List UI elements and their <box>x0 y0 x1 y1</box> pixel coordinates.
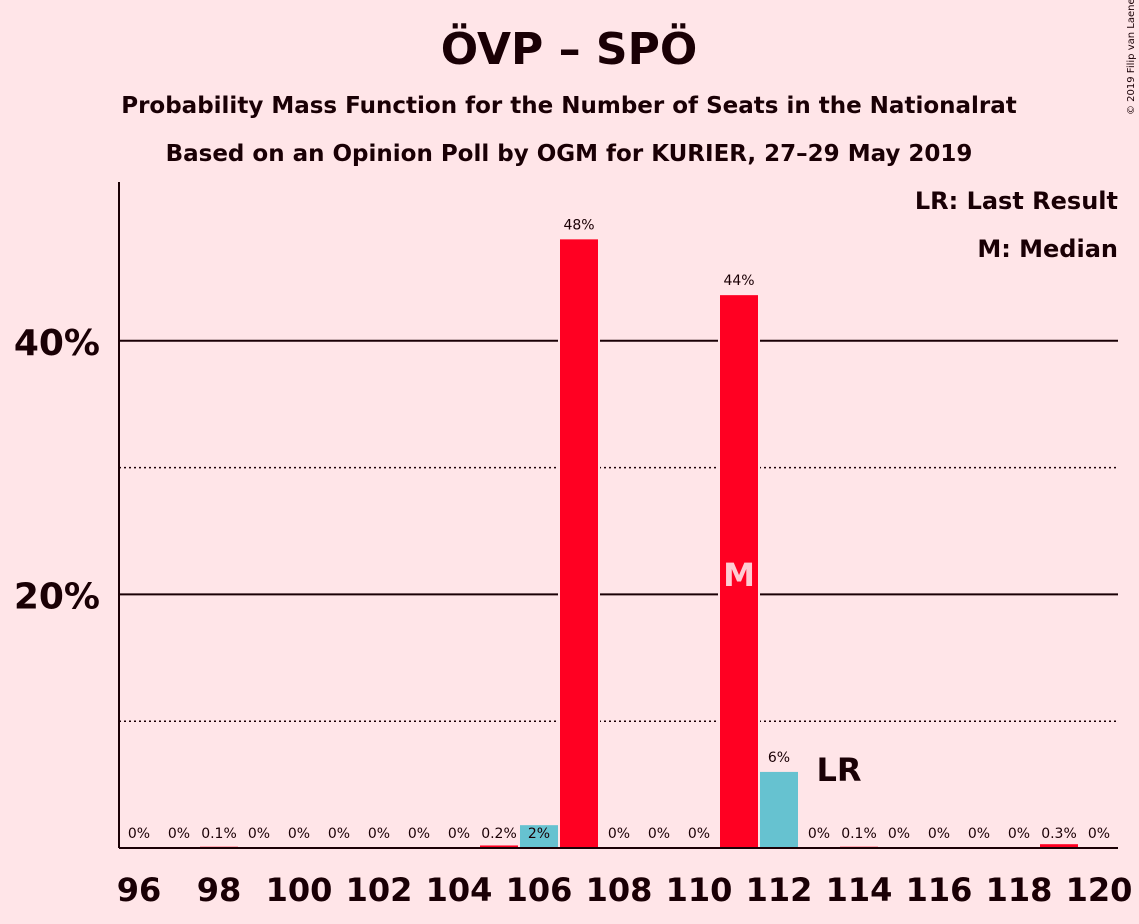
x-tick-label: 108 <box>586 871 653 909</box>
y-tick-label: 20% <box>14 576 100 617</box>
y-tick-labels: 20% 40% <box>14 323 100 618</box>
legend-median: M: Median <box>977 235 1118 263</box>
median-marker: M <box>723 556 755 594</box>
gridlines <box>119 339 1118 722</box>
bar-value-label: 6% <box>768 750 790 766</box>
bar-value-label: 0% <box>808 826 830 842</box>
bar-value-label: 0% <box>128 826 150 842</box>
bar-value-label: 0.2% <box>481 826 517 842</box>
x-tick-label: 104 <box>426 871 493 909</box>
bar-value-label: 44% <box>723 273 754 289</box>
x-tick-label: 98 <box>197 871 242 909</box>
chart-subtitle-1: Probability Mass Function for the Number… <box>121 93 1017 119</box>
bar <box>720 295 758 849</box>
x-tick-label: 118 <box>986 871 1053 909</box>
bar <box>1040 844 1078 848</box>
bar <box>520 825 558 848</box>
bar-value-label: 2% <box>528 826 550 842</box>
bar-value-label: 0% <box>368 826 390 842</box>
bar-value-label: 0% <box>608 826 630 842</box>
bar-value-label: 0% <box>888 826 910 842</box>
chart-subtitle-2: Based on an Opinion Poll by OGM for KURI… <box>166 141 973 167</box>
bar-value-label: 48% <box>563 217 594 233</box>
bar-value-label: 0% <box>1088 826 1110 842</box>
bar <box>760 771 798 848</box>
bar-value-label: 0.3% <box>1041 826 1077 842</box>
y-tick-label: 40% <box>14 323 100 364</box>
bar-value-label: 0% <box>928 826 950 842</box>
legend-last-result: LR: Last Result <box>915 187 1118 215</box>
x-tick-label: 120 <box>1066 871 1133 909</box>
last-result-marker: LR <box>816 751 861 789</box>
bar-value-label: 0% <box>288 826 310 842</box>
bar-value-label: 0% <box>248 826 270 842</box>
bar-value-label: 0% <box>328 826 350 842</box>
bar <box>560 239 598 849</box>
bar-value-label: 0% <box>168 826 190 842</box>
chart-title: ÖVP – SPÖ <box>441 22 698 75</box>
bar-value-label: 0.1% <box>201 826 237 842</box>
value-labels: 0% 0% 0.1% 0% 0% 0% 0% 0% 0% 0.2% 2% 48% 0% 0% 0% 44% 6%… <box>128 217 1110 842</box>
bars <box>200 237 1078 849</box>
x-tick-label: 110 <box>666 871 733 909</box>
x-tick-label: 114 <box>826 871 893 909</box>
bar-value-label: 0% <box>1008 826 1030 842</box>
bar-value-label: 0.1% <box>841 826 877 842</box>
x-tick-label: 106 <box>506 871 573 909</box>
bar-value-label: 0% <box>648 826 670 842</box>
bar-value-label: 0% <box>688 826 710 842</box>
bar-value-label: 0% <box>448 826 470 842</box>
x-tick-labels: 96 98 100 102 104 106 108 110 112 114 116 118 120 <box>117 871 1133 909</box>
x-tick-label: 116 <box>906 871 973 909</box>
bar <box>480 845 518 848</box>
x-tick-label: 112 <box>746 871 813 909</box>
x-tick-label: 100 <box>266 871 333 909</box>
bar-value-label: 0% <box>408 826 430 842</box>
bar-value-label: 0% <box>968 826 990 842</box>
x-tick-label: 96 <box>117 871 162 909</box>
x-tick-label: 102 <box>346 871 413 909</box>
copyright-text: © 2019 Filip van Laenen <box>1126 0 1137 115</box>
